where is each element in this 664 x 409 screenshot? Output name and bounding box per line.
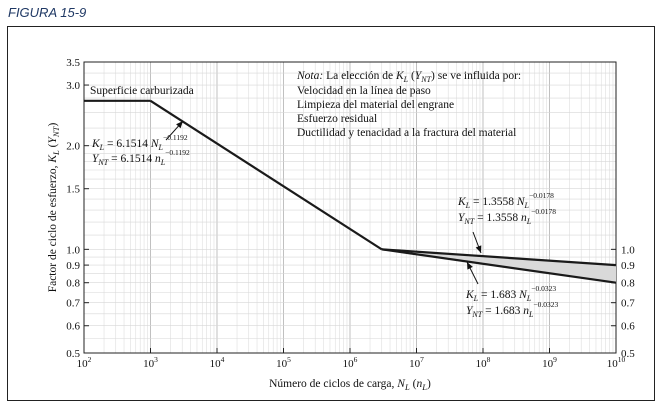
y-tick-label-right: 0.8: [621, 278, 635, 290]
y-tick-label-left: 1.5: [66, 184, 80, 196]
y-tick-label-right: 0.9: [621, 260, 635, 272]
note-line-3: Esfuerzo residual: [297, 113, 377, 125]
y-tick-label-right: 0.6: [621, 321, 635, 333]
y-tick-label-left: 1.0: [66, 244, 80, 256]
series-line-3: [381, 248, 617, 267]
y-tick-label-right: 1.0: [621, 244, 635, 256]
equation-3-ynt: YNT = 1.683 nL−0.0323: [466, 300, 559, 319]
y-tick-label-left: 0.8: [66, 278, 80, 290]
note-line-2: Limpieza del material del engrane: [297, 99, 454, 111]
equation-2-ynt: YNT = 1.3558 nL−0.0178: [458, 207, 556, 226]
x-tick-label: 107: [409, 355, 424, 370]
figure-frame: [7, 26, 655, 401]
series-lines: [84, 99, 617, 284]
note-heading: Nota: La elección de KL (YNT) se ve infl…: [296, 70, 521, 84]
x-tick-label: 108: [476, 355, 491, 370]
tick-labels: 102 103 104 105 106 107 108 109 10100.50.60.70.8…: [47, 57, 635, 392]
equation-1-kl: KL = 6.1514 NL−0.1192: [91, 133, 188, 152]
y-axis-label: Factor de ciclo de esfuerzo, KL (YNT): [47, 123, 61, 293]
equation-1-ynt: YNT = 6.1514 nL−0.1192: [92, 148, 190, 167]
x-tick-label: 106: [343, 355, 358, 370]
x-tick-label: 109: [542, 355, 557, 370]
y-tick-label-right: 0.7: [621, 298, 635, 310]
x-tick-label: 105: [276, 355, 291, 370]
note-line-1: Velocidad en la línea de paso: [297, 85, 431, 97]
equation-2-kl: KL = 1.3558 NL−0.0178: [457, 191, 554, 210]
label-carburized: Superficie carburizada: [90, 85, 194, 97]
y-tick-label-left: 3.5: [66, 57, 80, 69]
y-tick-label-right: 0.5: [621, 348, 635, 360]
y-tick-label-left: 0.5: [66, 348, 80, 360]
series-line-2: [149, 99, 383, 251]
y-tick-label-left: 0.7: [66, 298, 80, 310]
y-tick-label-left: 3.0: [66, 80, 80, 92]
arrow-eq1-head: [176, 121, 183, 129]
arrow-eq2-head: [475, 245, 482, 253]
x-tick-label: 103: [143, 355, 158, 370]
equation-3-kl: KL = 1.683 NL−0.0323: [465, 284, 556, 303]
y-tick-label-left: 2.0: [66, 141, 80, 153]
series-line-4: [381, 248, 617, 284]
arrow-eq3-head: [467, 262, 473, 270]
note-line-4: Ductilidad y tenacidad a la fractura del…: [297, 127, 516, 139]
grid-lines: [84, 62, 616, 353]
figure-title: FIGURA 15-9: [8, 5, 87, 20]
y-tick-label-left: 0.6: [66, 321, 80, 333]
y-tick-label-left: 0.9: [66, 260, 80, 272]
annotations: Superficie carburizada KL = 6.1514 NL−0.1…: [90, 70, 559, 319]
x-tick-label: 1010: [607, 355, 626, 370]
x-tick-label: 104: [210, 355, 225, 370]
x-tick-label: 102: [77, 355, 92, 370]
x-axis-label: Número de ciclos de carga, NL (nL): [269, 378, 431, 392]
